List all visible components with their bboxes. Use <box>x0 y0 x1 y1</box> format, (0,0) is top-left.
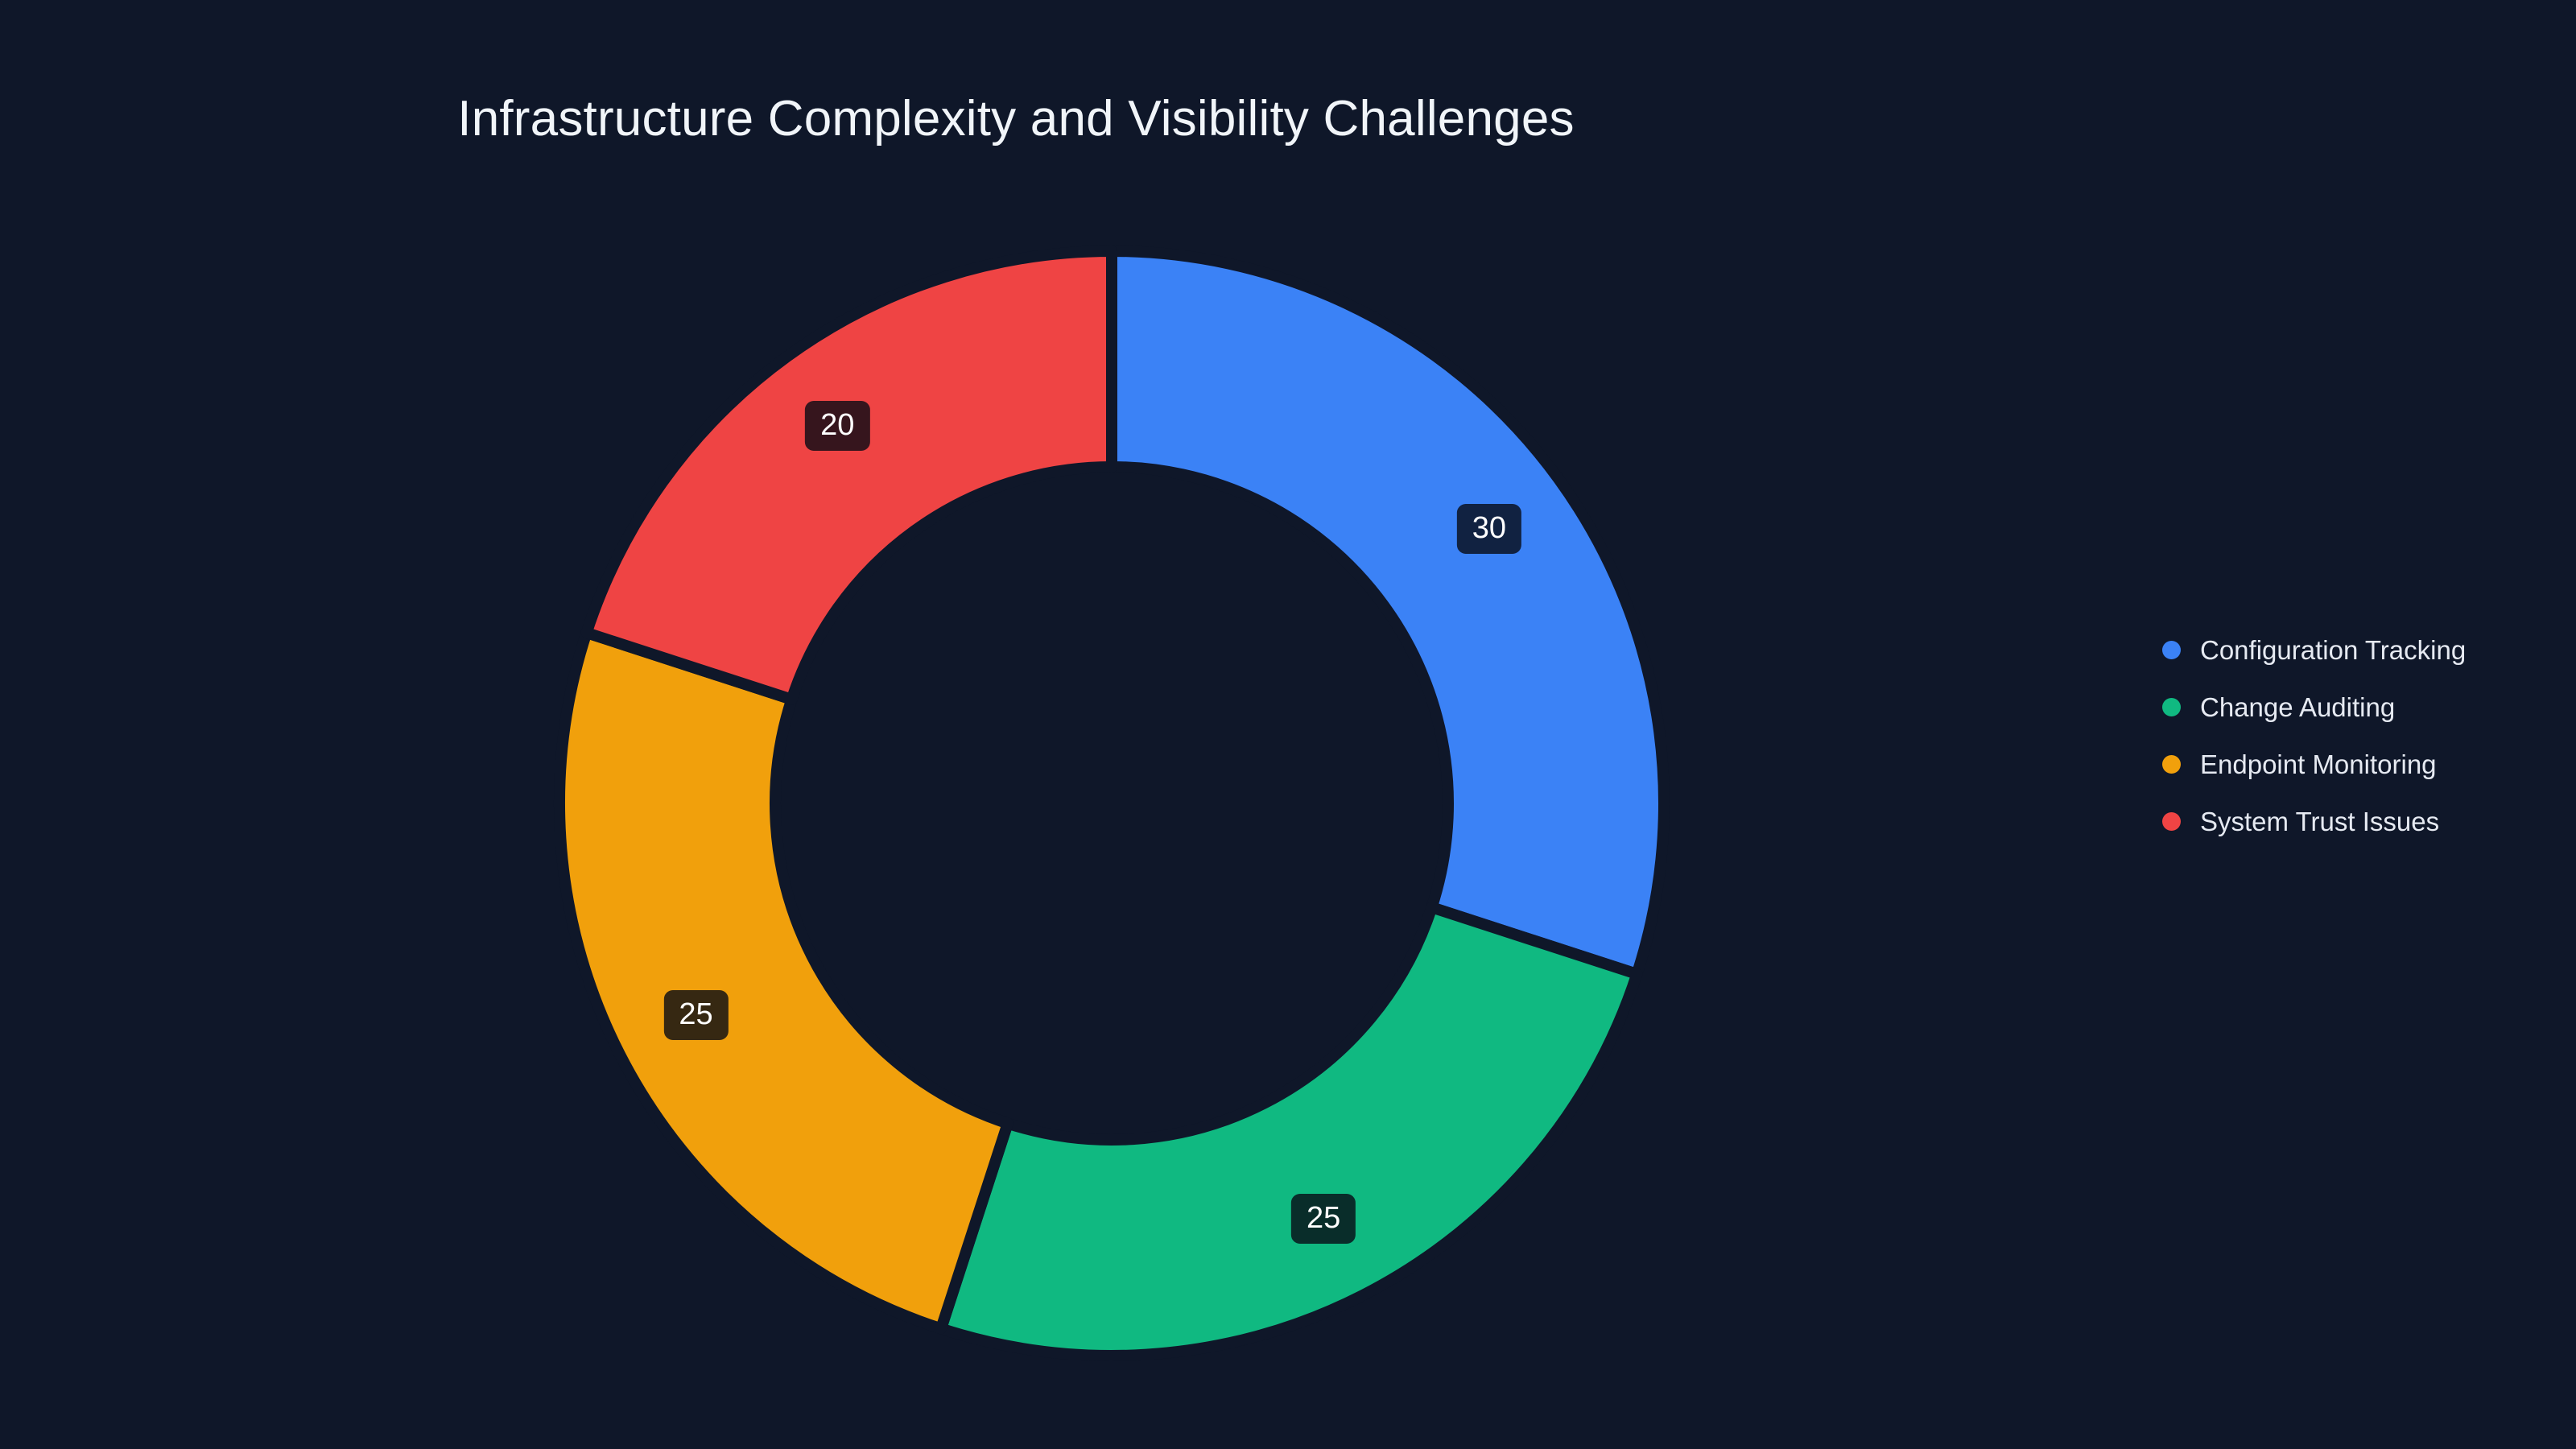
donut-slice[interactable] <box>1106 246 1670 980</box>
legend-item-label: Change Auditing <box>2200 692 2396 722</box>
legend-item-label: System Trust Issues <box>2200 807 2440 836</box>
donut-slice[interactable] <box>935 902 1643 1361</box>
slice-value-label: 25 <box>663 990 729 1041</box>
legend-swatch-icon <box>2162 641 2181 659</box>
chart-title-text: Infrastructure Complexity and Visibility… <box>457 91 1575 147</box>
legend-item[interactable]: Configuration Tracking <box>2162 621 2466 679</box>
legend-item-label: Configuration Tracking <box>2200 635 2467 665</box>
legend-item[interactable]: Change Auditing <box>2162 679 2466 736</box>
donut-slice[interactable] <box>580 246 1117 705</box>
legend-swatch-icon <box>2162 755 2181 774</box>
donut-slice[interactable] <box>554 627 1013 1335</box>
legend-item-label: Endpoint Monitoring <box>2200 749 2437 779</box>
legend-item[interactable]: Endpoint Monitoring <box>2162 736 2466 793</box>
slice-value-label: 30 <box>1456 504 1522 555</box>
legend-item[interactable]: System Trust Issues <box>2162 793 2466 850</box>
slice-value-label: 25 <box>1290 1194 1356 1245</box>
legend-swatch-icon <box>2162 812 2181 831</box>
legend-swatch-icon <box>2162 698 2181 716</box>
page-title: Infrastructure Complexity and Visibility… <box>0 90 2576 147</box>
donut-slice-group <box>554 246 1670 1361</box>
slice-value-label: 20 <box>805 401 870 452</box>
chart-legend: Configuration Tracking Change Auditing End… <box>2162 621 2466 850</box>
